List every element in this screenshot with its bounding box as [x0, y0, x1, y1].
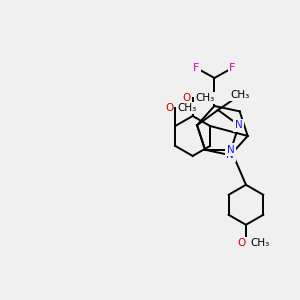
Text: CH₃: CH₃: [250, 238, 270, 248]
Text: N: N: [235, 120, 243, 130]
Text: CH₃: CH₃: [230, 90, 250, 100]
Text: O: O: [165, 103, 173, 113]
Text: F: F: [229, 63, 236, 73]
Text: O: O: [182, 93, 191, 103]
Text: O: O: [238, 238, 246, 248]
Text: F: F: [193, 63, 200, 73]
Text: N: N: [226, 150, 234, 160]
Text: N: N: [227, 145, 235, 155]
Text: CH₃: CH₃: [178, 103, 197, 113]
Text: CH₃: CH₃: [195, 93, 214, 103]
